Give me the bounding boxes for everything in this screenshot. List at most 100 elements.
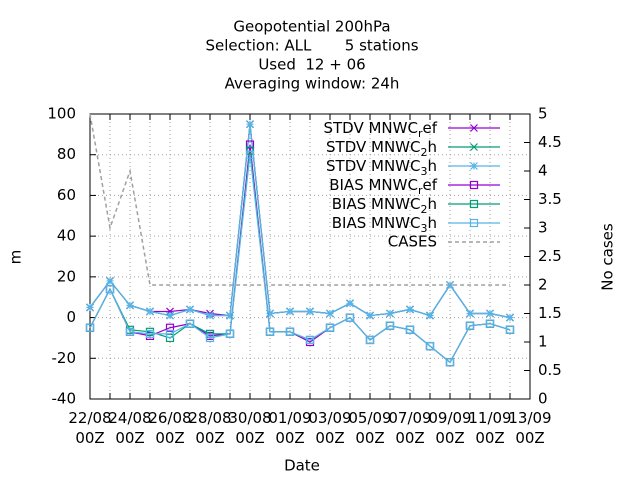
x-tick-label: 07/09 00Z — [388, 409, 431, 447]
point — [445, 358, 455, 367]
point — [265, 327, 275, 336]
legend-marker — [469, 199, 479, 209]
plot-frame — [89, 113, 531, 400]
series-line — [89, 113, 510, 286]
chart-subtitle: Used 12 + 06 — [258, 56, 365, 74]
point — [225, 329, 235, 338]
point — [245, 150, 255, 159]
legend-marker — [470, 124, 478, 132]
legend-label: STDV MNWC3h — [326, 157, 437, 179]
x-axis-label: Date — [284, 457, 320, 475]
point — [165, 329, 175, 338]
point — [465, 321, 475, 330]
series-line — [89, 124, 511, 319]
x-tick-label: 01/09 00Z — [268, 409, 311, 447]
chart-subtitle: Selection: ALL 5 stations — [205, 37, 418, 55]
point — [186, 305, 194, 314]
point — [426, 311, 434, 320]
y2-tick-label: 3.5 — [538, 190, 562, 208]
y2-tick-label: 5 — [538, 105, 548, 123]
series-line — [89, 154, 511, 364]
point — [365, 335, 375, 345]
y-tick-label: 60 — [57, 186, 76, 204]
point — [326, 309, 334, 318]
point — [86, 303, 94, 312]
point — [486, 309, 494, 318]
point — [106, 277, 114, 285]
legend-label: BIAS MNWCref — [329, 176, 437, 198]
x-tick-label: 09/09 00Z — [428, 409, 471, 447]
y2-tick-label: 3 — [538, 219, 548, 237]
y-tick-label: -40 — [52, 390, 77, 408]
y2-tick-label: 2.5 — [538, 247, 562, 265]
point — [205, 333, 215, 343]
legend-label: BIAS MNWC2h — [332, 195, 437, 217]
legend-label: CASES — [388, 233, 437, 251]
point — [466, 309, 474, 318]
y2-tick-label: 1 — [538, 333, 548, 351]
point — [506, 313, 514, 322]
point — [385, 321, 395, 330]
series — [89, 113, 510, 286]
y2-axis-label: No cases — [599, 223, 617, 291]
y2-tick-label: 0.5 — [538, 361, 562, 379]
point — [185, 319, 195, 328]
point — [286, 307, 294, 316]
y-tick-label: -20 — [52, 349, 77, 367]
y2-tick-label: 4 — [538, 162, 548, 180]
x-tick-label: 24/08 00Z — [108, 409, 151, 447]
point — [505, 325, 515, 334]
point — [125, 327, 135, 336]
point — [246, 120, 254, 129]
point — [146, 307, 154, 316]
point — [345, 313, 355, 322]
point — [145, 329, 155, 338]
series — [86, 120, 514, 322]
chart-subtitle: Averaging window: 24h — [225, 75, 400, 93]
point — [346, 299, 354, 308]
point — [386, 309, 394, 318]
y-tick-label: 80 — [57, 145, 76, 163]
legend-marker — [470, 143, 478, 151]
point — [306, 307, 314, 316]
y2-tick-label: 1.5 — [538, 304, 562, 322]
point — [266, 309, 274, 318]
chart-title: Geopotential 200hPa — [233, 18, 390, 36]
y-axis-label: m — [7, 250, 25, 265]
series — [85, 146, 515, 367]
point — [85, 323, 95, 332]
series — [86, 120, 514, 322]
legend-label: STDV MNWC2h — [326, 138, 437, 160]
x-tick-label: 30/08 00Z — [228, 409, 271, 447]
x-tick-label: 11/09 00Z — [468, 409, 511, 447]
x-tick-label: 22/08 00Z — [68, 409, 111, 447]
legend-label: STDV MNWCref — [323, 119, 437, 141]
point — [245, 140, 255, 149]
point — [166, 311, 174, 320]
legend-marker — [469, 218, 479, 228]
point — [305, 335, 315, 345]
point — [126, 301, 134, 310]
y2-tick-label: 2 — [538, 276, 548, 294]
legend-label: BIAS MNWC3h — [332, 214, 437, 236]
y2-tick-label: 0 — [538, 390, 548, 408]
point — [366, 311, 374, 320]
x-tick-label: 03/09 00Z — [308, 409, 351, 447]
point — [165, 323, 175, 332]
point — [206, 311, 214, 320]
series — [85, 150, 515, 367]
point — [105, 284, 115, 294]
legend-marker — [470, 162, 478, 170]
y-tick-label: 20 — [57, 267, 76, 285]
point — [425, 341, 435, 351]
legend-marker — [469, 180, 479, 190]
series — [86, 120, 514, 322]
x-tick-label: 05/09 00Z — [348, 409, 391, 447]
y-tick-label: 100 — [47, 105, 76, 123]
y-tick-label: 40 — [57, 227, 76, 245]
x-tick-label: 26/08 00Z — [148, 409, 191, 447]
point — [285, 327, 295, 336]
point — [406, 305, 414, 314]
